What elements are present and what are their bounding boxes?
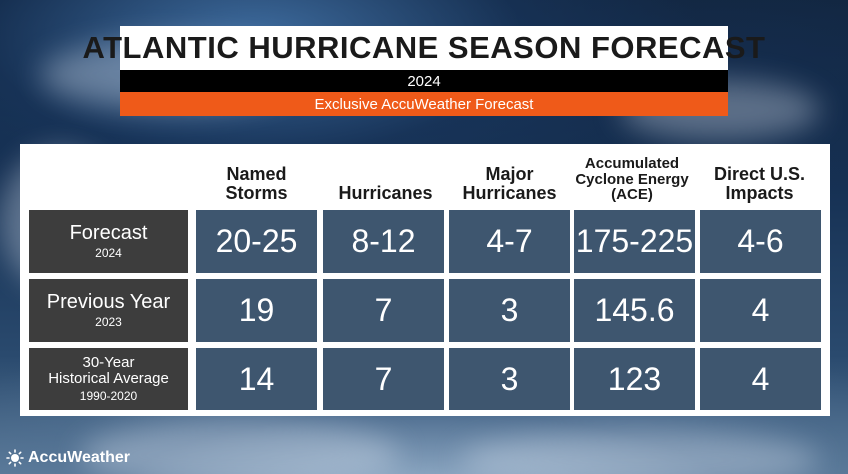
table-cell: 175-225 <box>574 210 695 273</box>
brand-name: AccuWeather <box>28 449 130 466</box>
column-header-hurricanes: Hurricanes <box>338 183 433 204</box>
title-block: ATLANTIC HURRICANE SEASON FORECAST 2024 … <box>83 26 765 116</box>
table-cell: 20-25 <box>196 210 317 273</box>
subtitle: Exclusive AccuWeather Forecast <box>314 95 534 113</box>
forecast-table: Named Storms Hurricanes Major Hurricanes… <box>20 144 830 416</box>
accuweather-logo: AccuWeather <box>6 449 130 467</box>
column-header-direct-impacts: Direct U.S. Impacts <box>713 164 806 204</box>
column-header-major-hurricanes: Major Hurricanes <box>462 164 557 204</box>
table-cell: 123 <box>574 348 695 410</box>
sun-logo-icon <box>6 449 24 467</box>
title-bar: ATLANTIC HURRICANE SEASON FORECAST <box>83 26 765 70</box>
row-label-forecast: Forecast 2024 <box>29 210 188 273</box>
table-cell: 14 <box>196 348 317 410</box>
table-cell: 3 <box>449 348 570 410</box>
row-label-historical-average: 30-Year Historical Average 1990-2020 <box>29 348 188 410</box>
page-title: ATLANTIC HURRICANE SEASON FORECAST <box>82 30 766 65</box>
table-cell: 4-7 <box>449 210 570 273</box>
table-cell: 4 <box>700 348 821 410</box>
table-cell: 3 <box>449 279 570 342</box>
table-cell: 4-6 <box>700 210 821 273</box>
table-cell: 145.6 <box>574 279 695 342</box>
table-cell: 8-12 <box>323 210 444 273</box>
table-cell: 7 <box>323 279 444 342</box>
year-bar: 2024 <box>120 70 728 92</box>
table-cell: 4 <box>700 279 821 342</box>
table-cell: 7 <box>323 348 444 410</box>
row-label-previous-year: Previous Year 2023 <box>29 279 188 342</box>
column-header-ace: Accumulated Cyclone Energy (ACE) <box>575 154 689 204</box>
subtitle-bar: Exclusive AccuWeather Forecast <box>120 92 728 116</box>
season-year: 2024 <box>407 72 441 90</box>
column-header-named-storms: Named Storms <box>225 164 288 204</box>
table-cell: 19 <box>196 279 317 342</box>
